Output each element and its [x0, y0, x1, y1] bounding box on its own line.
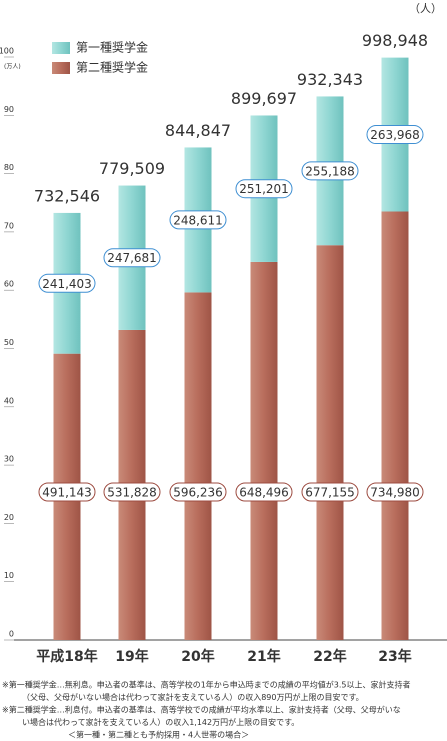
- value-label-box: [38, 482, 96, 502]
- value-label: 251,201: [239, 182, 289, 196]
- total-label: 932,343: [297, 70, 363, 89]
- x-tick-label: 23年: [378, 648, 411, 665]
- legend-label: 第一種奨学金: [76, 40, 148, 55]
- value-label-box: [169, 482, 227, 502]
- y-tick-label: 70: [4, 221, 14, 230]
- value-label: 248,611: [173, 213, 223, 227]
- footnote: （父母、父母がいない場合は代わって家計を支えている人）の収入890万円が上限の目…: [22, 692, 364, 702]
- legend-label: 第二種奨学金: [76, 60, 148, 75]
- value-label: 531,828: [107, 486, 157, 500]
- bar-segment: [316, 245, 344, 640]
- y-tick-label: 30: [4, 455, 14, 464]
- value-label-box: [103, 248, 161, 268]
- y-tick-label: 80: [4, 163, 14, 172]
- value-label-box: [366, 125, 424, 145]
- value-label-box: [301, 482, 359, 502]
- footnote: い場合は代わって家計を支えている人）の収入1,142万円が上限の目安です。: [22, 717, 299, 727]
- footnote: ＜第一種・第二種とも予約採用・4人世帯の場合＞: [68, 730, 249, 740]
- y-tick-label: 0: [9, 630, 14, 639]
- x-tick-label: 平成18年: [36, 648, 97, 665]
- value-label: 263,968: [370, 128, 420, 142]
- value-label: 734,980: [370, 486, 420, 500]
- total-label: 732,546: [34, 186, 100, 205]
- y-axis-label: (万人): [4, 64, 21, 71]
- footnote: ※第二種奨学金…利息付。申込者の基準は、高等学校での成績が平均水準以上、家計支持…: [2, 705, 401, 715]
- value-label-box: [103, 482, 161, 502]
- value-label-box: [301, 161, 359, 181]
- total-label: 779,509: [99, 159, 165, 178]
- legend-swatch: [52, 62, 70, 74]
- y-tick-label: 60: [4, 280, 14, 289]
- total-label: 899,697: [231, 89, 297, 108]
- value-label-box: [38, 273, 96, 293]
- value-label-box: [235, 482, 293, 502]
- total-label: 998,948: [362, 31, 428, 50]
- value-label: 677,155: [305, 486, 355, 500]
- y-tick-label: 20: [4, 513, 14, 522]
- value-label: 255,188: [305, 164, 355, 178]
- value-label-box: [235, 179, 293, 199]
- value-label: 596,236: [173, 486, 223, 500]
- footnote: ※第一種奨学金…無利息。申込者の基準は、高等学校の1年から申込時までの成績の平均…: [2, 680, 411, 690]
- x-tick-label: 20年: [181, 648, 214, 665]
- x-tick-label: 19年: [115, 648, 148, 665]
- total-label: 844,847: [165, 121, 231, 140]
- value-label: 491,143: [42, 486, 92, 500]
- value-label: 241,403: [42, 277, 92, 291]
- value-label: 648,496: [239, 486, 289, 500]
- value-label: 247,681: [107, 251, 157, 265]
- y-tick-label: 10: [4, 571, 14, 580]
- value-label-box: [169, 210, 227, 230]
- bar-segment: [381, 211, 409, 640]
- unit-label: （人）: [409, 2, 442, 15]
- value-label-box: [366, 482, 424, 502]
- bar-segment: [250, 261, 278, 640]
- x-tick-label: 21年: [247, 648, 280, 665]
- bar-segment: [184, 292, 212, 640]
- x-tick-label: 22年: [313, 648, 346, 665]
- y-tick-label: 40: [4, 396, 14, 405]
- y-tick-label: 100: [0, 47, 14, 56]
- y-tick-label: 50: [4, 338, 14, 347]
- y-tick-label: 90: [4, 105, 14, 114]
- legend-swatch: [52, 42, 70, 54]
